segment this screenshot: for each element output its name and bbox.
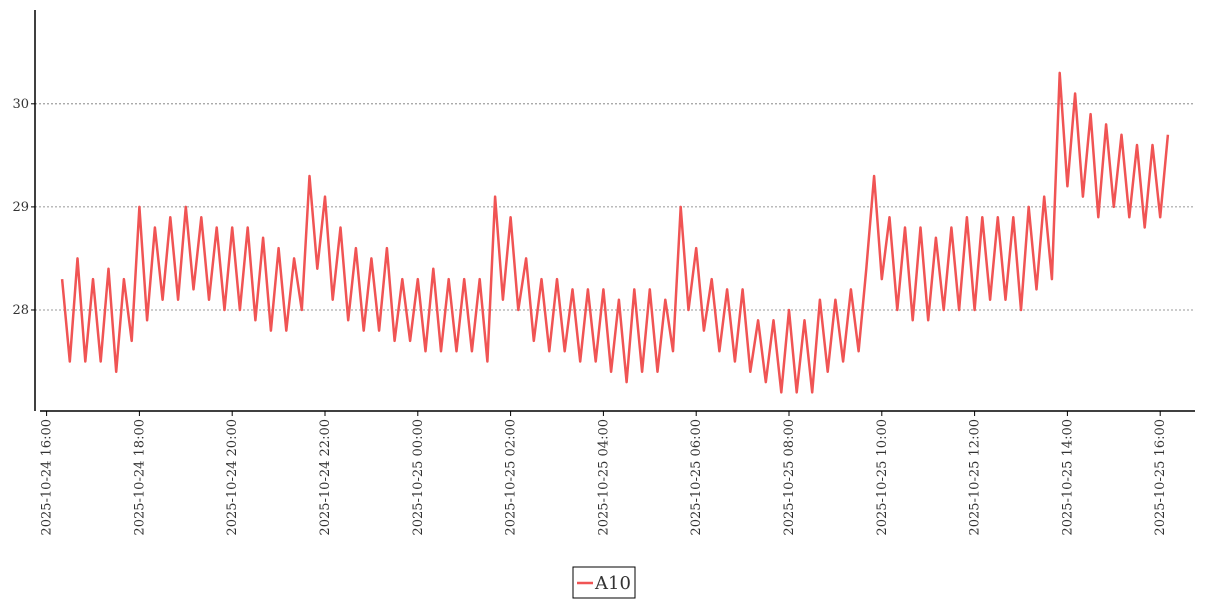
x-tick-label: 2025-10-24 22:00 [318, 419, 333, 536]
x-tick-label: 2025-10-24 18:00 [132, 419, 147, 536]
x-tick-label: 2025-10-25 12:00 [968, 419, 983, 536]
x-tick-label: 2025-10-25 08:00 [782, 419, 797, 536]
y-tick-label: 29 [12, 200, 29, 215]
y-tick-label: 28 [12, 303, 29, 318]
y-tick-label: 30 [12, 97, 29, 112]
x-tick-label: 2025-10-25 14:00 [1060, 419, 1075, 536]
x-tick-label: 2025-10-24 20:00 [225, 419, 240, 536]
legend-label: A10 [594, 573, 631, 594]
x-tick-label: 2025-10-25 04:00 [596, 419, 611, 536]
x-tick-label: 2025-10-25 00:00 [411, 419, 426, 536]
x-tick-label: 2025-10-25 16:00 [1153, 419, 1168, 536]
legend: A10 [572, 566, 636, 599]
x-tick-label: 2025-10-24 16:00 [40, 419, 55, 536]
x-tick-label: 2025-10-25 10:00 [875, 419, 890, 536]
data-line [60, 71, 1170, 394]
x-tick-label: 2025-10-25 02:00 [504, 419, 519, 536]
x-tick-label: 2025-10-25 06:00 [689, 419, 704, 536]
